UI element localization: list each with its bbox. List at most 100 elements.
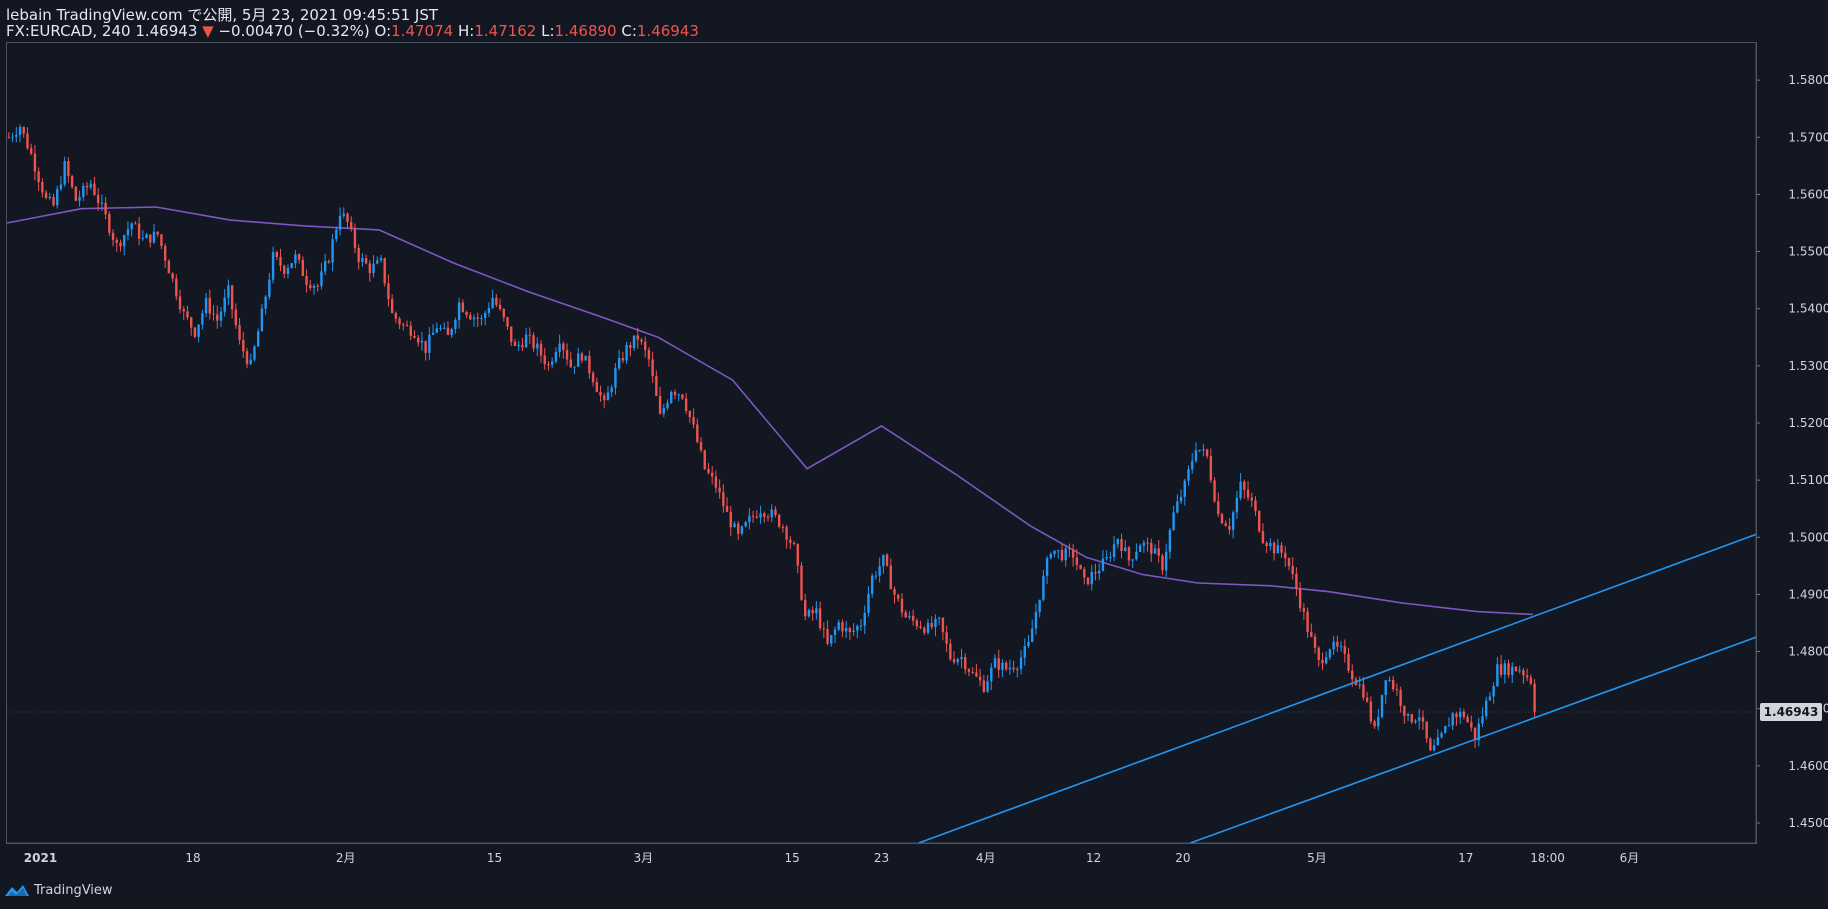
- candle-body: [175, 278, 178, 297]
- candle-body: [577, 353, 580, 367]
- x-tick-label: 12: [1086, 851, 1101, 865]
- candle-body: [882, 554, 885, 567]
- candle-body: [677, 394, 680, 396]
- candle-body: [197, 324, 200, 337]
- candle-body: [889, 565, 893, 590]
- candle-body: [1287, 558, 1291, 567]
- candle-body: [316, 285, 319, 287]
- candle-body: [1220, 514, 1224, 524]
- candle-body: [1187, 469, 1190, 481]
- candle-body: [450, 329, 453, 336]
- trendline-1: [918, 533, 1757, 844]
- candle-body: [160, 234, 163, 247]
- candle-body: [818, 608, 822, 629]
- candle-body: [390, 299, 394, 313]
- candle-body: [1518, 670, 1521, 672]
- candle-body: [1496, 664, 1499, 687]
- candle-body: [1336, 641, 1339, 647]
- candle-body: [792, 542, 796, 545]
- candle-body: [249, 359, 252, 364]
- candle-body: [666, 402, 669, 409]
- candle-body: [1254, 500, 1257, 512]
- candle-body: [1365, 697, 1369, 702]
- candle-body: [253, 346, 256, 360]
- candle-body: [1395, 689, 1399, 691]
- candle-body: [7, 137, 11, 139]
- candle-body: [606, 392, 610, 401]
- candle-body: [562, 343, 565, 350]
- candle-body: [1176, 501, 1179, 513]
- candle-body: [234, 309, 238, 326]
- candle-body: [1038, 599, 1041, 613]
- candle-body: [294, 254, 297, 264]
- y-tick-label: 1.51000: [1788, 473, 1828, 487]
- candle-body: [1124, 547, 1127, 552]
- candle-body: [297, 254, 301, 260]
- candle-body: [1302, 608, 1306, 612]
- candle-body: [1157, 548, 1160, 556]
- candle-body: [256, 331, 260, 347]
- candle-body: [904, 612, 907, 618]
- candle-body: [1310, 631, 1313, 637]
- candle-body: [74, 186, 78, 201]
- candle-body: [1053, 550, 1056, 555]
- candle-body: [707, 468, 710, 473]
- candle-body: [398, 318, 401, 325]
- candle-body: [491, 297, 494, 308]
- y-tick-label: 1.46000: [1788, 759, 1828, 773]
- candle-body: [923, 627, 926, 633]
- x-tick-label: 6月: [1620, 851, 1640, 865]
- candle-body: [483, 312, 487, 318]
- candle-body: [320, 271, 323, 286]
- footer-brand[interactable]: TradingView: [4, 880, 113, 900]
- candle-body: [848, 627, 852, 633]
- candle-body: [1351, 670, 1354, 680]
- candle-body: [193, 327, 197, 337]
- candle-body: [1324, 657, 1328, 664]
- y-tick-label: 1.52000: [1788, 416, 1828, 430]
- candle-body: [1146, 542, 1149, 544]
- candle-body: [1291, 566, 1294, 574]
- candle-body: [1522, 670, 1525, 676]
- candle-body: [1284, 552, 1287, 559]
- candle-body: [554, 351, 558, 362]
- x-tick-label: 18: [185, 851, 200, 865]
- candle-body: [524, 334, 528, 348]
- candle-body: [599, 391, 602, 396]
- symbol-label[interactable]: FX:EURCAD, 240: [6, 22, 131, 40]
- low-value: 1.46890: [554, 22, 617, 40]
- candle-body: [454, 320, 457, 330]
- candle-body: [755, 516, 759, 518]
- candle-body: [1049, 554, 1053, 559]
- candle-body: [219, 311, 223, 321]
- candle-body: [1507, 663, 1510, 675]
- candle-body: [1075, 557, 1079, 565]
- candle-body: [543, 355, 546, 365]
- candle-body: [826, 629, 829, 644]
- candle-body: [1138, 545, 1142, 552]
- down-arrow-icon: ▼: [202, 22, 214, 40]
- x-tick-label: 15: [487, 851, 502, 865]
- candle-body: [1477, 723, 1480, 741]
- candle-body: [1440, 733, 1443, 738]
- candle-body: [376, 260, 379, 264]
- candle-body: [1358, 684, 1361, 686]
- candle-body: [487, 307, 491, 313]
- candle-body: [990, 667, 993, 682]
- candle-body: [1112, 544, 1116, 557]
- candle-body: [335, 229, 338, 240]
- x-tick-label: 17: [1458, 851, 1473, 865]
- candle-body: [908, 615, 911, 618]
- candle-body: [413, 335, 416, 338]
- candle-body: [1380, 694, 1384, 717]
- candle-body: [1142, 542, 1146, 546]
- candle-body: [789, 539, 792, 543]
- candle-body: [926, 622, 930, 633]
- candle-body: [495, 297, 498, 305]
- candle-body: [684, 398, 688, 411]
- candle-body: [610, 387, 613, 393]
- candle-body: [33, 153, 37, 172]
- candle-body: [937, 617, 941, 619]
- candle-body: [1295, 573, 1298, 589]
